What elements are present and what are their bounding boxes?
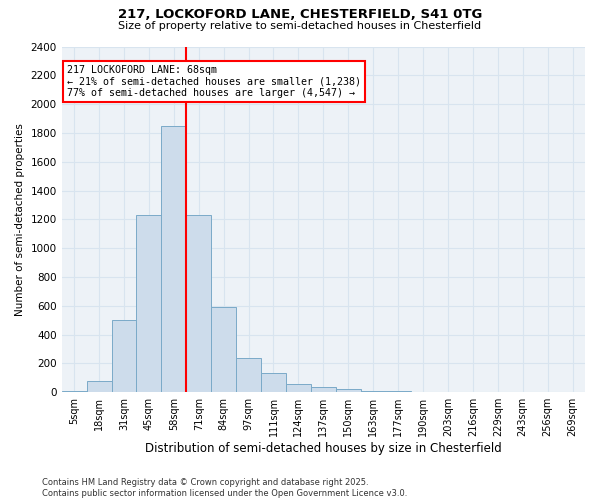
Text: 217, LOCKOFORD LANE, CHESTERFIELD, S41 0TG: 217, LOCKOFORD LANE, CHESTERFIELD, S41 0…: [118, 8, 482, 20]
Bar: [286, 384, 311, 392]
Bar: [136, 215, 161, 392]
Bar: [336, 388, 361, 392]
Bar: [62, 391, 86, 392]
Text: 217 LOCKOFORD LANE: 68sqm
← 21% of semi-detached houses are smaller (1,238)
77% : 217 LOCKOFORD LANE: 68sqm ← 21% of semi-…: [67, 65, 361, 98]
Text: Contains HM Land Registry data © Crown copyright and database right 2025.
Contai: Contains HM Land Registry data © Crown c…: [42, 478, 407, 498]
Bar: [311, 387, 336, 392]
Bar: [361, 391, 386, 392]
Bar: [261, 374, 286, 392]
Bar: [236, 358, 261, 392]
Y-axis label: Number of semi-detached properties: Number of semi-detached properties: [15, 123, 25, 316]
Text: Size of property relative to semi-detached houses in Chesterfield: Size of property relative to semi-detach…: [118, 21, 482, 31]
Bar: [161, 126, 186, 392]
Bar: [86, 382, 112, 392]
Bar: [186, 215, 211, 392]
X-axis label: Distribution of semi-detached houses by size in Chesterfield: Distribution of semi-detached houses by …: [145, 442, 502, 455]
Bar: [112, 320, 136, 392]
Bar: [211, 307, 236, 392]
